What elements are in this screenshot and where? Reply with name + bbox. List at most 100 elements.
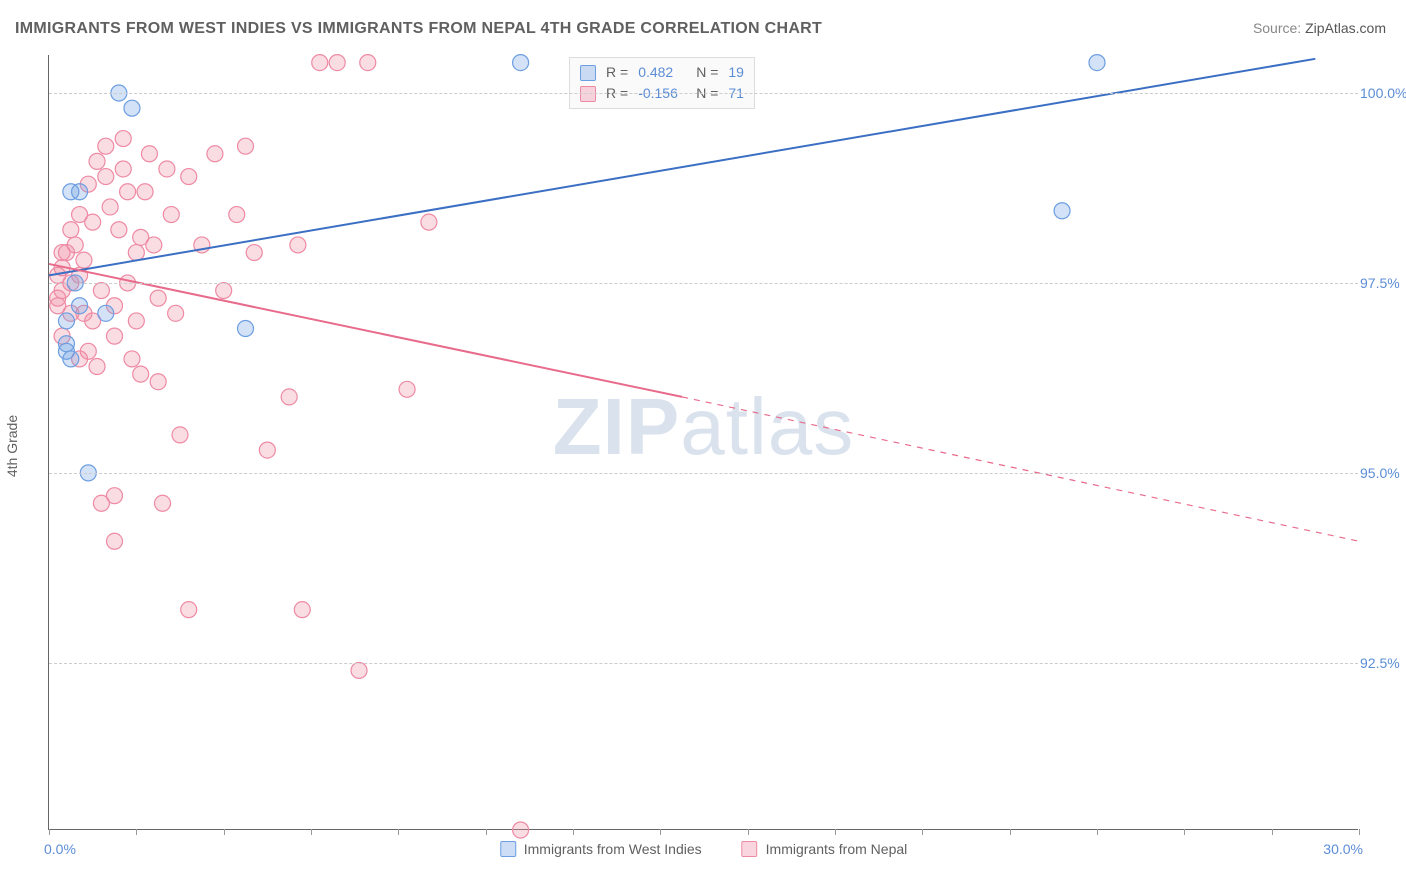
n-value-blue: 19 [728,62,744,83]
data-point-pink [150,290,166,306]
data-point-pink [294,602,310,618]
x-axis-min-label: 0.0% [44,841,76,857]
data-point-pink [115,161,131,177]
x-tick [311,829,312,835]
swatch-pink-icon [742,841,758,857]
data-point-pink [360,55,376,71]
x-axis-max-label: 30.0% [1323,841,1363,857]
data-point-pink [120,184,136,200]
source-value: ZipAtlas.com [1305,20,1386,36]
gridline [49,663,1358,664]
data-point-pink [63,222,79,238]
data-point-pink [111,222,127,238]
x-tick [660,829,661,835]
y-tick-label: 95.0% [1360,465,1406,481]
data-point-pink [329,55,345,71]
legend-item-blue: Immigrants from West Indies [500,841,702,857]
y-tick-label: 100.0% [1360,85,1406,101]
data-point-pink [128,245,144,261]
data-point-pink [85,214,101,230]
x-tick [1272,829,1273,835]
data-point-pink [290,237,306,253]
data-point-pink [102,199,118,215]
data-point-pink [513,822,529,838]
x-tick [1184,829,1185,835]
y-tick-label: 97.5% [1360,275,1406,291]
data-point-pink [115,131,131,147]
data-point-pink [93,283,109,299]
chart-title: IMMIGRANTS FROM WEST INDIES VS IMMIGRANT… [15,20,822,38]
data-point-pink [246,245,262,261]
source-label: Source: [1253,20,1305,36]
data-point-pink [259,442,275,458]
r-label: R = [606,62,628,83]
source-attribution: Source: ZipAtlas.com [1253,20,1386,36]
x-tick [224,829,225,835]
data-point-pink [107,533,123,549]
trendline-pink-dashed [682,397,1359,541]
data-point-pink [155,495,171,511]
x-tick [1097,829,1098,835]
data-point-pink [172,427,188,443]
data-point-pink [351,662,367,678]
series-legend: Immigrants from West Indies Immigrants f… [500,841,908,857]
legend-label-blue: Immigrants from West Indies [524,841,702,857]
data-point-pink [399,381,415,397]
swatch-blue-icon [580,65,596,81]
data-point-pink [98,138,114,154]
data-point-blue [58,336,74,352]
data-point-pink [133,366,149,382]
data-point-blue [1054,203,1070,219]
gridline [49,283,1358,284]
data-point-pink [421,214,437,230]
y-axis-label: 4th Grade [4,415,20,477]
legend-item-pink: Immigrants from Nepal [742,841,908,857]
data-point-pink [181,169,197,185]
x-tick [1359,829,1360,835]
x-tick [922,829,923,835]
data-point-pink [312,55,328,71]
data-point-pink [98,169,114,185]
x-tick [136,829,137,835]
x-tick [748,829,749,835]
data-point-pink [181,602,197,618]
x-tick [398,829,399,835]
legend-row-blue: R = 0.482 N = 19 [580,62,744,83]
data-point-blue [58,313,74,329]
y-tick-label: 92.5% [1360,655,1406,671]
data-point-pink [67,237,83,253]
x-tick [486,829,487,835]
data-point-pink [163,207,179,223]
chart-svg [49,55,1358,829]
data-point-pink [107,328,123,344]
data-point-pink [146,237,162,253]
data-point-pink [168,305,184,321]
x-tick [49,829,50,835]
data-point-blue [124,100,140,116]
data-point-blue [72,298,88,314]
data-point-pink [124,351,140,367]
data-point-pink [93,495,109,511]
legend-label-pink: Immigrants from Nepal [766,841,908,857]
swatch-blue-icon [500,841,516,857]
data-point-pink [216,283,232,299]
data-point-pink [207,146,223,162]
data-point-pink [159,161,175,177]
data-point-blue [513,55,529,71]
data-point-pink [128,313,144,329]
x-tick [835,829,836,835]
n-label: N = [696,62,718,83]
data-point-pink [281,389,297,405]
chart-plot-area: ZIPatlas R = 0.482 N = 19 R = -0.156 N =… [48,55,1358,830]
data-point-blue [98,305,114,321]
data-point-blue [72,184,88,200]
data-point-pink [141,146,157,162]
x-tick [573,829,574,835]
data-point-pink [89,359,105,375]
r-value-blue: 0.482 [638,62,686,83]
data-point-blue [1089,55,1105,71]
data-point-pink [89,153,105,169]
gridline [49,473,1358,474]
data-point-pink [229,207,245,223]
data-point-pink [76,252,92,268]
